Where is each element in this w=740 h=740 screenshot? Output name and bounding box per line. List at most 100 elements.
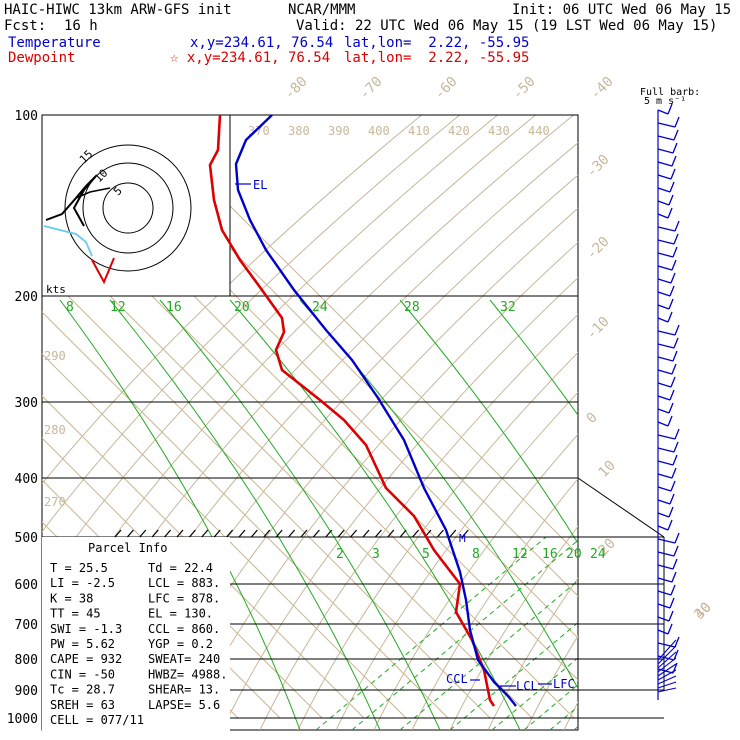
wind-barb-flag	[668, 610, 674, 622]
wind-barb-flag	[674, 324, 680, 336]
mixing-ratio-label: 8	[66, 300, 74, 315]
moist-adiabat-line	[109, 299, 381, 730]
wind-barb	[657, 577, 673, 583]
wind-barb	[657, 395, 671, 401]
pressure-label: 500	[15, 531, 38, 546]
mixing-ratio-label: 2	[336, 547, 344, 562]
wind-barb-flag	[669, 597, 675, 609]
pressure-label: 400	[15, 472, 38, 487]
hodograph: 15 10 5 kts	[43, 144, 192, 296]
dry-adiabat-line	[42, 115, 461, 533]
parcel-info-left: SWI = -1.3	[50, 622, 122, 636]
parcel-info-right: LCL = 883.	[148, 576, 220, 590]
dewpoint-latlon: lat,lon= 2.22, -55.95	[344, 50, 530, 66]
hodograph-trace-surface	[91, 257, 115, 285]
m-marker: M	[459, 532, 466, 545]
moist-adiabat-line	[59, 299, 301, 730]
wind-barb-flag	[674, 532, 680, 544]
wind-barb-flag	[670, 584, 676, 596]
wind-barb	[657, 161, 673, 167]
level-tick	[176, 529, 184, 538]
wind-barb	[657, 687, 677, 693]
ccl-marker: CCL	[446, 672, 468, 686]
lfc-marker: LFC	[553, 677, 575, 691]
wind-barb-flag	[672, 454, 678, 466]
isotherm-line	[42, 227, 533, 719]
isotherm-line	[138, 115, 578, 555]
mixing-ratio-label: 5	[422, 547, 430, 562]
wind-barb	[657, 421, 669, 427]
mixing-ratio-label: 12	[110, 300, 126, 315]
parcel-info-right: YGP = 0.2	[148, 637, 213, 651]
wind-barb-flag	[671, 571, 677, 583]
wind-barb	[657, 447, 675, 453]
wind-barb	[657, 135, 675, 141]
wind-barb	[657, 317, 669, 323]
wind-barb	[657, 343, 675, 349]
el-marker: EL	[253, 178, 267, 192]
wind-barb	[657, 645, 677, 665]
level-tick	[399, 529, 407, 538]
moist-adiabat-line	[159, 299, 441, 730]
mixing-ratio-label: 3	[372, 547, 380, 562]
wind-barb-flag	[671, 155, 677, 167]
wind-barb-flag	[669, 389, 675, 401]
level-tick	[362, 529, 370, 538]
mixing-ratio-label: 20	[234, 300, 250, 315]
level-tick	[226, 529, 234, 538]
level-tick	[114, 529, 122, 538]
wind-barb-flag	[667, 623, 673, 635]
wind-barb-flag	[667, 311, 673, 323]
moist-adiabat-line	[299, 299, 578, 690]
hodograph-ring	[64, 144, 192, 272]
wind-barb-flag	[671, 467, 677, 479]
level-tick	[201, 529, 209, 538]
hodograph-ring	[102, 182, 154, 234]
mixing-ratio-line	[449, 621, 578, 730]
level-tick	[436, 529, 444, 538]
wind-barb	[657, 603, 671, 609]
hodograph-trace-low	[43, 225, 93, 257]
parcel-info-box	[42, 537, 230, 740]
level-tick	[188, 529, 196, 538]
wind-barb	[657, 629, 669, 635]
moist-adiabat-line	[399, 299, 578, 545]
parcel-info-left: K = 38	[50, 591, 93, 605]
wind-barb-flag	[667, 103, 673, 115]
wind-barb	[657, 486, 672, 492]
wind-barb-flag	[670, 480, 676, 492]
level-tick	[449, 529, 457, 538]
wind-barb-flag	[674, 428, 680, 440]
isotherm-line	[42, 395, 365, 719]
theta-label: 280	[44, 423, 66, 437]
wind-barb	[657, 675, 677, 685]
wind-barb	[657, 122, 676, 128]
dry-adiabat-line	[183, 241, 578, 730]
dry-adiabat-line	[297, 351, 578, 730]
theta-label: 440	[528, 124, 550, 138]
isotherm-label: -50	[510, 74, 539, 103]
wind-barb-markers	[114, 529, 469, 538]
wind-barb	[657, 434, 676, 440]
wind-barb	[657, 538, 676, 544]
fcst-label: Fcst:	[4, 18, 47, 34]
dry-adiabat-line	[678, 100, 740, 730]
isotherm-label: 40	[692, 600, 715, 623]
parcel-line	[234, 114, 517, 707]
wind-barb	[657, 551, 675, 557]
wind-barb	[657, 642, 676, 648]
level-tick	[151, 529, 159, 538]
wind-barb	[657, 639, 677, 661]
wind-barb	[657, 356, 674, 362]
wind-barb	[657, 239, 675, 245]
temperature-legend: Temperature	[8, 35, 101, 51]
hodograph-unit: kts	[46, 283, 66, 296]
wind-barb-flag	[667, 207, 673, 219]
wind-barb-flag	[668, 194, 674, 206]
dry-adiabat-line	[221, 277, 578, 730]
mixing-ratio-label: 24	[312, 300, 328, 315]
level-tick	[275, 529, 283, 538]
isotherm-label: 10	[596, 458, 619, 481]
mixing-ratio-label: 12	[512, 547, 528, 562]
wind-barb-flag	[673, 233, 679, 245]
